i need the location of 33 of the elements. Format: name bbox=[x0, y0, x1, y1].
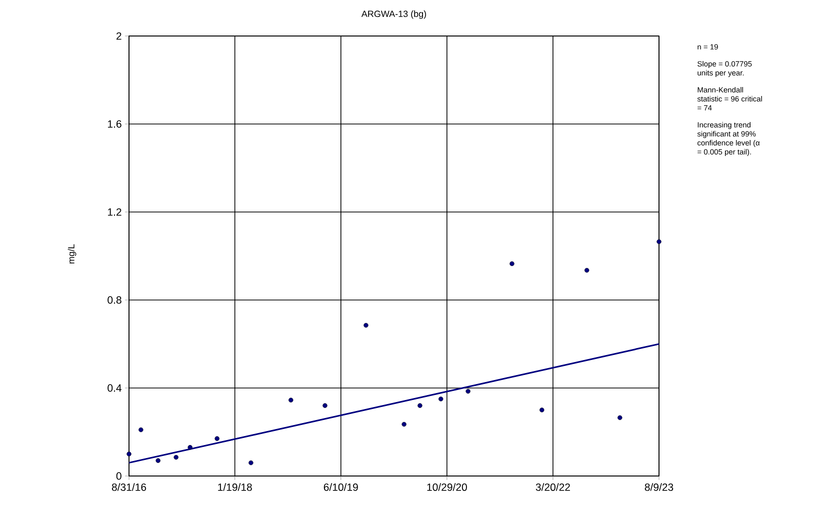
point bbox=[174, 454, 178, 460]
x-tick-label: 10/29/20 bbox=[427, 483, 467, 491]
point bbox=[322, 403, 328, 408]
point bbox=[364, 322, 368, 328]
point bbox=[156, 458, 160, 463]
y-tick-label: 1.2 bbox=[108, 208, 122, 216]
point bbox=[584, 268, 590, 273]
point bbox=[288, 398, 294, 402]
x-tick-label: 1/19/18 bbox=[218, 483, 252, 491]
point bbox=[126, 452, 132, 456]
y-axis-title: mg/L bbox=[68, 244, 76, 264]
point bbox=[138, 427, 144, 432]
point bbox=[540, 408, 544, 412]
point bbox=[214, 436, 220, 441]
point bbox=[402, 422, 406, 427]
point bbox=[510, 261, 514, 266]
chart-title: ARGWA-13 (bg) bbox=[361, 10, 426, 19]
point bbox=[188, 445, 192, 450]
x-tick-label: 8/31/16 bbox=[112, 483, 146, 491]
y-tick-label: 1.6 bbox=[108, 120, 122, 128]
point bbox=[466, 388, 470, 394]
point bbox=[618, 415, 622, 420]
y-tick-label: 0.8 bbox=[108, 296, 122, 304]
point bbox=[438, 396, 444, 402]
y-tick-label: 0 bbox=[116, 472, 122, 480]
x-tick-label: 8/9/23 bbox=[644, 483, 674, 491]
x-tick-label: 3/20/22 bbox=[536, 483, 570, 491]
point bbox=[418, 403, 422, 408]
point bbox=[248, 460, 254, 466]
point bbox=[656, 239, 662, 244]
y-tick-label: 0.4 bbox=[108, 384, 122, 392]
x-tick-label: 6/10/19 bbox=[324, 483, 358, 491]
y-tick-label: 2 bbox=[116, 32, 122, 40]
